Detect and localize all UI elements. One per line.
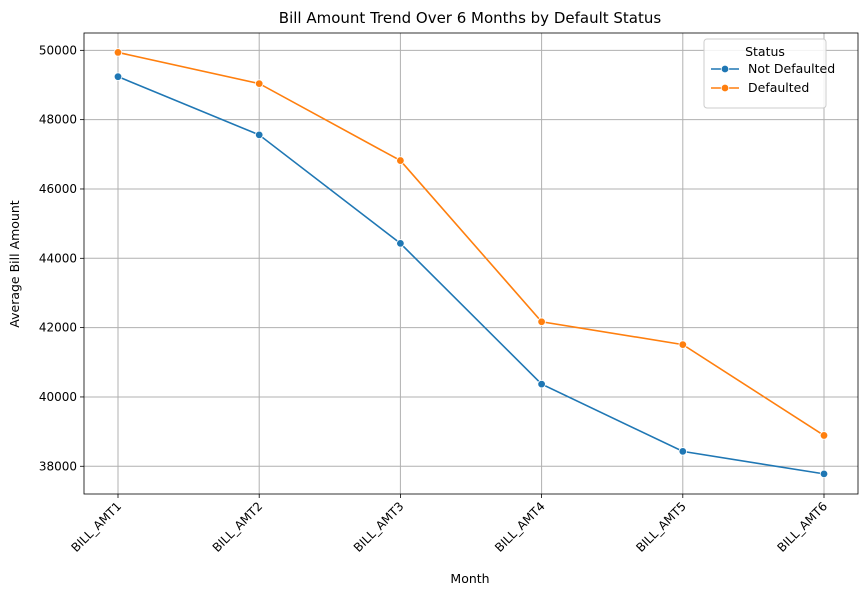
y-tick-label: 48000 [39,113,77,127]
series-layer [113,48,829,479]
legend-box [703,38,827,109]
y-axis: 38000 40000 42000 44000 46000 48000 50000 [39,43,84,473]
legend-swatch-marker [720,83,730,93]
series-line-defaulted [117,51,825,437]
series-line-not-defaulted [117,75,825,475]
chart-title: Bill Amount Trend Over 6 Months by Defau… [279,9,662,27]
grid-lines [84,33,858,494]
legend-label: Defaulted [748,80,809,95]
data-point-not-defaulted [678,447,687,456]
y-tick-label: 40000 [39,390,77,404]
x-axis-label: Month [450,571,489,586]
data-point-defaulted [819,431,829,440]
data-point-defaulted [396,156,405,165]
y-tick-label: 38000 [39,459,77,473]
y-axis-label: Average Bill Amount [7,200,22,327]
legend-items: Not Defaulted Defaulted [711,61,835,95]
data-point-defaulted [537,317,546,326]
y-tick-label: 44000 [39,251,77,265]
data-point-defaulted [255,79,264,88]
y-tick-label: 42000 [39,321,77,335]
data-point-not-defaulted [819,469,829,479]
legend-label: Not Defaulted [748,61,835,76]
series-not-defaulted [113,72,829,479]
y-tick-label: 50000 [39,43,77,57]
data-point-defaulted [678,340,687,349]
data-point-not-defaulted [113,72,123,81]
legend: Status Not Defaulted Defaulted [703,38,835,109]
legend-title: Status [745,44,785,59]
data-point-not-defaulted [255,130,264,140]
legend-item-not-defaulted: Not Defaulted [711,61,835,76]
data-point-not-defaulted [537,379,546,389]
legend-item-defaulted: Defaulted [711,80,809,95]
y-tick-label: 46000 [39,182,77,196]
legend-swatch-marker [720,64,730,74]
plot-frame [83,32,859,495]
series-defaulted [113,48,829,440]
data-point-defaulted [113,48,123,57]
data-point-not-defaulted [396,239,405,248]
